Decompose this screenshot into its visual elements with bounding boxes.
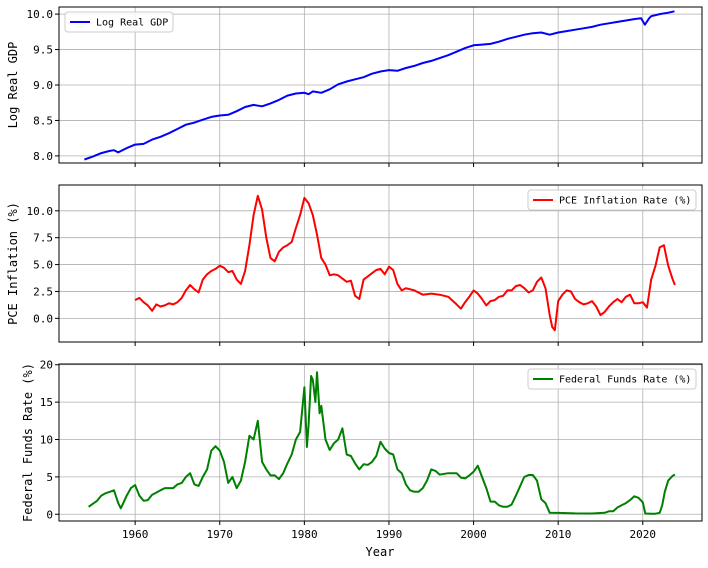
inflation-ytick-label: 7.5	[33, 232, 53, 245]
inflation-legend: PCE Inflation Rate (%)	[527, 189, 697, 211]
gdp-y-axis-label: Log Real GDP	[6, 42, 20, 129]
fed-funds-ytick-label: 5	[46, 471, 53, 484]
fed-funds-legend-label: Federal Funds Rate (%)	[559, 375, 691, 386]
inflation-legend-box	[527, 189, 697, 211]
fed-funds-axes-frame	[58, 363, 703, 522]
xtick-label: 2020	[630, 528, 657, 541]
xtick-label: 1960	[122, 528, 149, 541]
fed-funds-ytick-label: 15	[40, 396, 53, 409]
fed-funds-legend: Federal Funds Rate (%)	[527, 368, 697, 390]
gdp-legend-box	[64, 11, 174, 33]
fed-funds-series-line	[88, 371, 676, 515]
xtick-label: 1970	[207, 528, 234, 541]
inflation-ytick-label: 5.0	[33, 259, 53, 272]
inflation-y-axis-label: PCE Inflation (%)	[6, 202, 20, 325]
xtick-label: 1990	[376, 528, 403, 541]
fed-funds-ytick-label: 20	[40, 359, 53, 372]
gdp-legend: Log Real GDP	[64, 11, 174, 33]
inflation-panel: 0.0 2.5 5.0 7.5 10.0 PCE Inflation (%) PCE Inf…	[6, 184, 703, 346]
inflation-ytick-label: 2.5	[33, 285, 53, 298]
xtick-label: 2000	[460, 528, 487, 541]
x-axis-label: Year	[366, 545, 395, 559]
gdp-ytick-label: 9.0	[33, 79, 53, 92]
inflation-axes-frame	[58, 184, 703, 343]
gdp-ytick-label: 9.5	[33, 44, 53, 57]
fed-funds-ytick-label: 10	[40, 434, 53, 447]
gdp-ytick-label: 8.5	[33, 114, 53, 127]
fed-funds-y-axis-label: Federal Funds Rate (%)	[21, 363, 35, 522]
gdp-series-line	[84, 10, 675, 161]
inflation-legend-label: PCE Inflation Rate (%)	[559, 196, 691, 207]
fed-funds-legend-box	[527, 368, 697, 390]
inflation-ytick-label: 0.0	[33, 312, 53, 325]
gdp-ytick-label: 10.0	[27, 8, 54, 21]
inflation-series-line	[134, 194, 676, 332]
inflation-ytick-label: 10.0	[27, 205, 54, 218]
fed-funds-panel: 0 5 10 15 20 1960 1970 1980 1990 2000 2010 2020 Fede…	[21, 359, 703, 541]
xtick-label: 1980	[291, 528, 318, 541]
gdp-legend-label: Log Real GDP	[96, 18, 168, 29]
gdp-ytick-label: 8.0	[33, 150, 53, 163]
gdp-panel: 8.0 8.5 9.0 9.5 10.0 Log Real GDP Log Real GDP	[6, 6, 703, 167]
xtick-label: 2010	[545, 528, 572, 541]
fed-funds-ytick-label: 0	[46, 508, 53, 521]
